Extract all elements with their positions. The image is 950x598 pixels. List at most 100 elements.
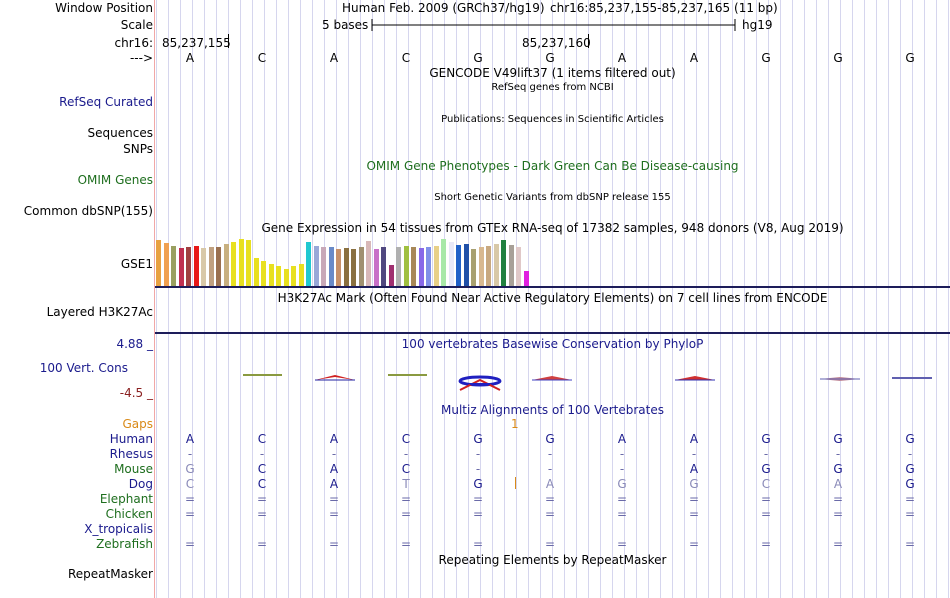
species-label[interactable]: X_tropicalis	[84, 522, 153, 536]
gtex-tissue-bar[interactable]	[411, 247, 416, 286]
snps-track-label[interactable]: SNPs	[123, 142, 153, 156]
phylop-track-label[interactable]: 100 Vert. Cons	[39, 361, 128, 375]
alignment-base: =	[472, 492, 484, 506]
gtex-track-title[interactable]: Gene Expression in 54 tissues from GTEx …	[261, 221, 844, 235]
gtex-tissue-bar[interactable]	[268, 264, 274, 286]
phylop-track-title[interactable]: 100 vertebrates Basewise Conservation by…	[401, 337, 704, 351]
gtex-track-divider	[155, 286, 950, 288]
phylop-conservation-graph[interactable]	[155, 360, 950, 396]
gtex-tissue-bar[interactable]	[306, 242, 311, 286]
alignment-base: G	[473, 432, 483, 446]
gtex-tissue-bar[interactable]	[253, 258, 259, 286]
gtex-tissue-bar[interactable]	[448, 242, 454, 286]
gtex-tissue-bar[interactable]	[246, 240, 251, 286]
gtex-tissue-bar[interactable]	[201, 248, 206, 286]
gtex-tissue-bar[interactable]	[418, 248, 424, 286]
gtex-tissue-bar[interactable]	[381, 247, 386, 286]
gtex-tissue-bar[interactable]	[508, 245, 514, 286]
phylop-min-value: -4.5 _	[119, 386, 153, 400]
species-label[interactable]: Human	[109, 432, 153, 446]
gridline	[816, 0, 817, 598]
gtex-tissue-bar[interactable]	[351, 249, 356, 286]
gtex-bar-chart[interactable]	[155, 238, 555, 286]
gridline	[264, 0, 265, 598]
alignment-base: =	[184, 492, 196, 506]
gridline	[408, 0, 409, 598]
omim-track-title[interactable]: OMIM Gene Phenotypes - Dark Green Can Be…	[366, 159, 739, 173]
gtex-tissue-bar[interactable]	[441, 239, 446, 286]
gtex-tissue-bar[interactable]	[358, 247, 364, 286]
gtex-tissue-bar[interactable]	[223, 244, 229, 286]
gtex-tissue-bar[interactable]	[328, 247, 334, 286]
gse1-track-label[interactable]: GSE1	[120, 257, 153, 271]
h3k27ac-track-label[interactable]: Layered H3K27Ac	[46, 305, 153, 319]
gridline	[852, 0, 853, 598]
gridline	[684, 0, 685, 598]
gtex-tissue-bar[interactable]	[366, 241, 371, 286]
gtex-tissue-bar[interactable]	[426, 247, 431, 286]
gridline	[528, 0, 529, 598]
omim-track-label[interactable]: OMIM Genes	[77, 173, 153, 187]
alignment-base: =	[760, 537, 772, 551]
species-label[interactable]: Zebrafish	[96, 537, 153, 551]
species-label[interactable]: Rhesus	[109, 447, 153, 461]
gtex-tissue-bar[interactable]	[478, 247, 484, 286]
gtex-tissue-bar[interactable]	[343, 248, 349, 286]
gtex-tissue-bar[interactable]	[291, 266, 296, 286]
gridline	[864, 0, 865, 598]
gtex-tissue-bar[interactable]	[433, 246, 439, 286]
gtex-tissue-bar[interactable]	[321, 247, 326, 286]
sequences-track-label[interactable]: Sequences	[87, 126, 153, 140]
gtex-tissue-bar[interactable]	[396, 247, 401, 286]
h3k27ac-track-title[interactable]: H3K27Ac Mark (Often Found Near Active Re…	[277, 291, 828, 305]
gtex-tissue-bar[interactable]	[238, 239, 244, 286]
dbsnp-track-label[interactable]: Common dbSNP(155)	[23, 204, 153, 218]
gtex-tissue-bar[interactable]	[516, 247, 521, 286]
gtex-tissue-bar[interactable]	[261, 261, 266, 286]
gtex-tissue-bar[interactable]	[276, 266, 281, 286]
strand-arrow[interactable]: --->	[129, 51, 153, 65]
gtex-tissue-bar[interactable]	[186, 247, 191, 286]
gtex-tissue-bar[interactable]	[178, 248, 184, 286]
alignment-base: =	[688, 507, 700, 521]
alignment-base: G	[617, 477, 627, 491]
gtex-tissue-bar[interactable]	[388, 265, 394, 286]
gtex-tissue-bar[interactable]	[231, 242, 236, 286]
gtex-tissue-bar[interactable]	[163, 243, 169, 286]
gtex-tissue-bar[interactable]	[373, 249, 379, 286]
gtex-tissue-bar[interactable]	[171, 246, 176, 286]
gtex-tissue-bar[interactable]	[298, 264, 304, 286]
gtex-tissue-bar[interactable]	[283, 269, 289, 286]
gtex-tissue-bar[interactable]	[208, 247, 214, 286]
gtex-tissue-bar[interactable]	[501, 240, 506, 286]
gtex-tissue-bar[interactable]	[336, 249, 341, 286]
gtex-tissue-bar[interactable]	[523, 271, 529, 286]
tick-mark-2	[588, 34, 589, 48]
gtex-tissue-bar[interactable]	[463, 244, 469, 286]
gtex-tissue-bar[interactable]	[403, 246, 409, 286]
gtex-tissue-bar[interactable]	[156, 240, 161, 286]
gridline	[372, 0, 373, 598]
gencode-track-title[interactable]: GENCODE V49lift37 (1 items filtered out)	[429, 66, 676, 80]
gtex-tissue-bar[interactable]	[486, 246, 491, 286]
gridline	[660, 0, 661, 598]
gtex-tissue-bar[interactable]	[193, 246, 199, 286]
refseq-track-label[interactable]: RefSeq Curated	[59, 95, 153, 109]
repeatmasker-track-title[interactable]: Repeating Elements by RepeatMasker	[438, 553, 667, 567]
position-range[interactable]: chr16:85,237,155-85,237,165 (11 bp)	[550, 1, 778, 15]
species-label[interactable]: Dog	[128, 477, 153, 491]
gridline	[444, 0, 445, 598]
phylop-glyph-8	[675, 376, 715, 381]
alignment-base: -	[835, 447, 841, 461]
multiz-track-title[interactable]: Multiz Alignments of 100 Vertebrates	[440, 403, 665, 417]
gtex-tissue-bar[interactable]	[493, 244, 499, 286]
species-label[interactable]: Elephant	[99, 492, 153, 506]
repeatmasker-track-label[interactable]: RepeatMasker	[67, 567, 153, 581]
gtex-tissue-bar[interactable]	[471, 249, 476, 286]
gtex-tissue-bar[interactable]	[456, 245, 461, 286]
gtex-tissue-bar[interactable]	[216, 247, 221, 286]
species-label[interactable]: Chicken	[105, 507, 153, 521]
species-label[interactable]: Mouse	[114, 462, 153, 476]
gtex-tissue-bar[interactable]	[313, 246, 319, 286]
alignment-base: =	[760, 507, 772, 521]
